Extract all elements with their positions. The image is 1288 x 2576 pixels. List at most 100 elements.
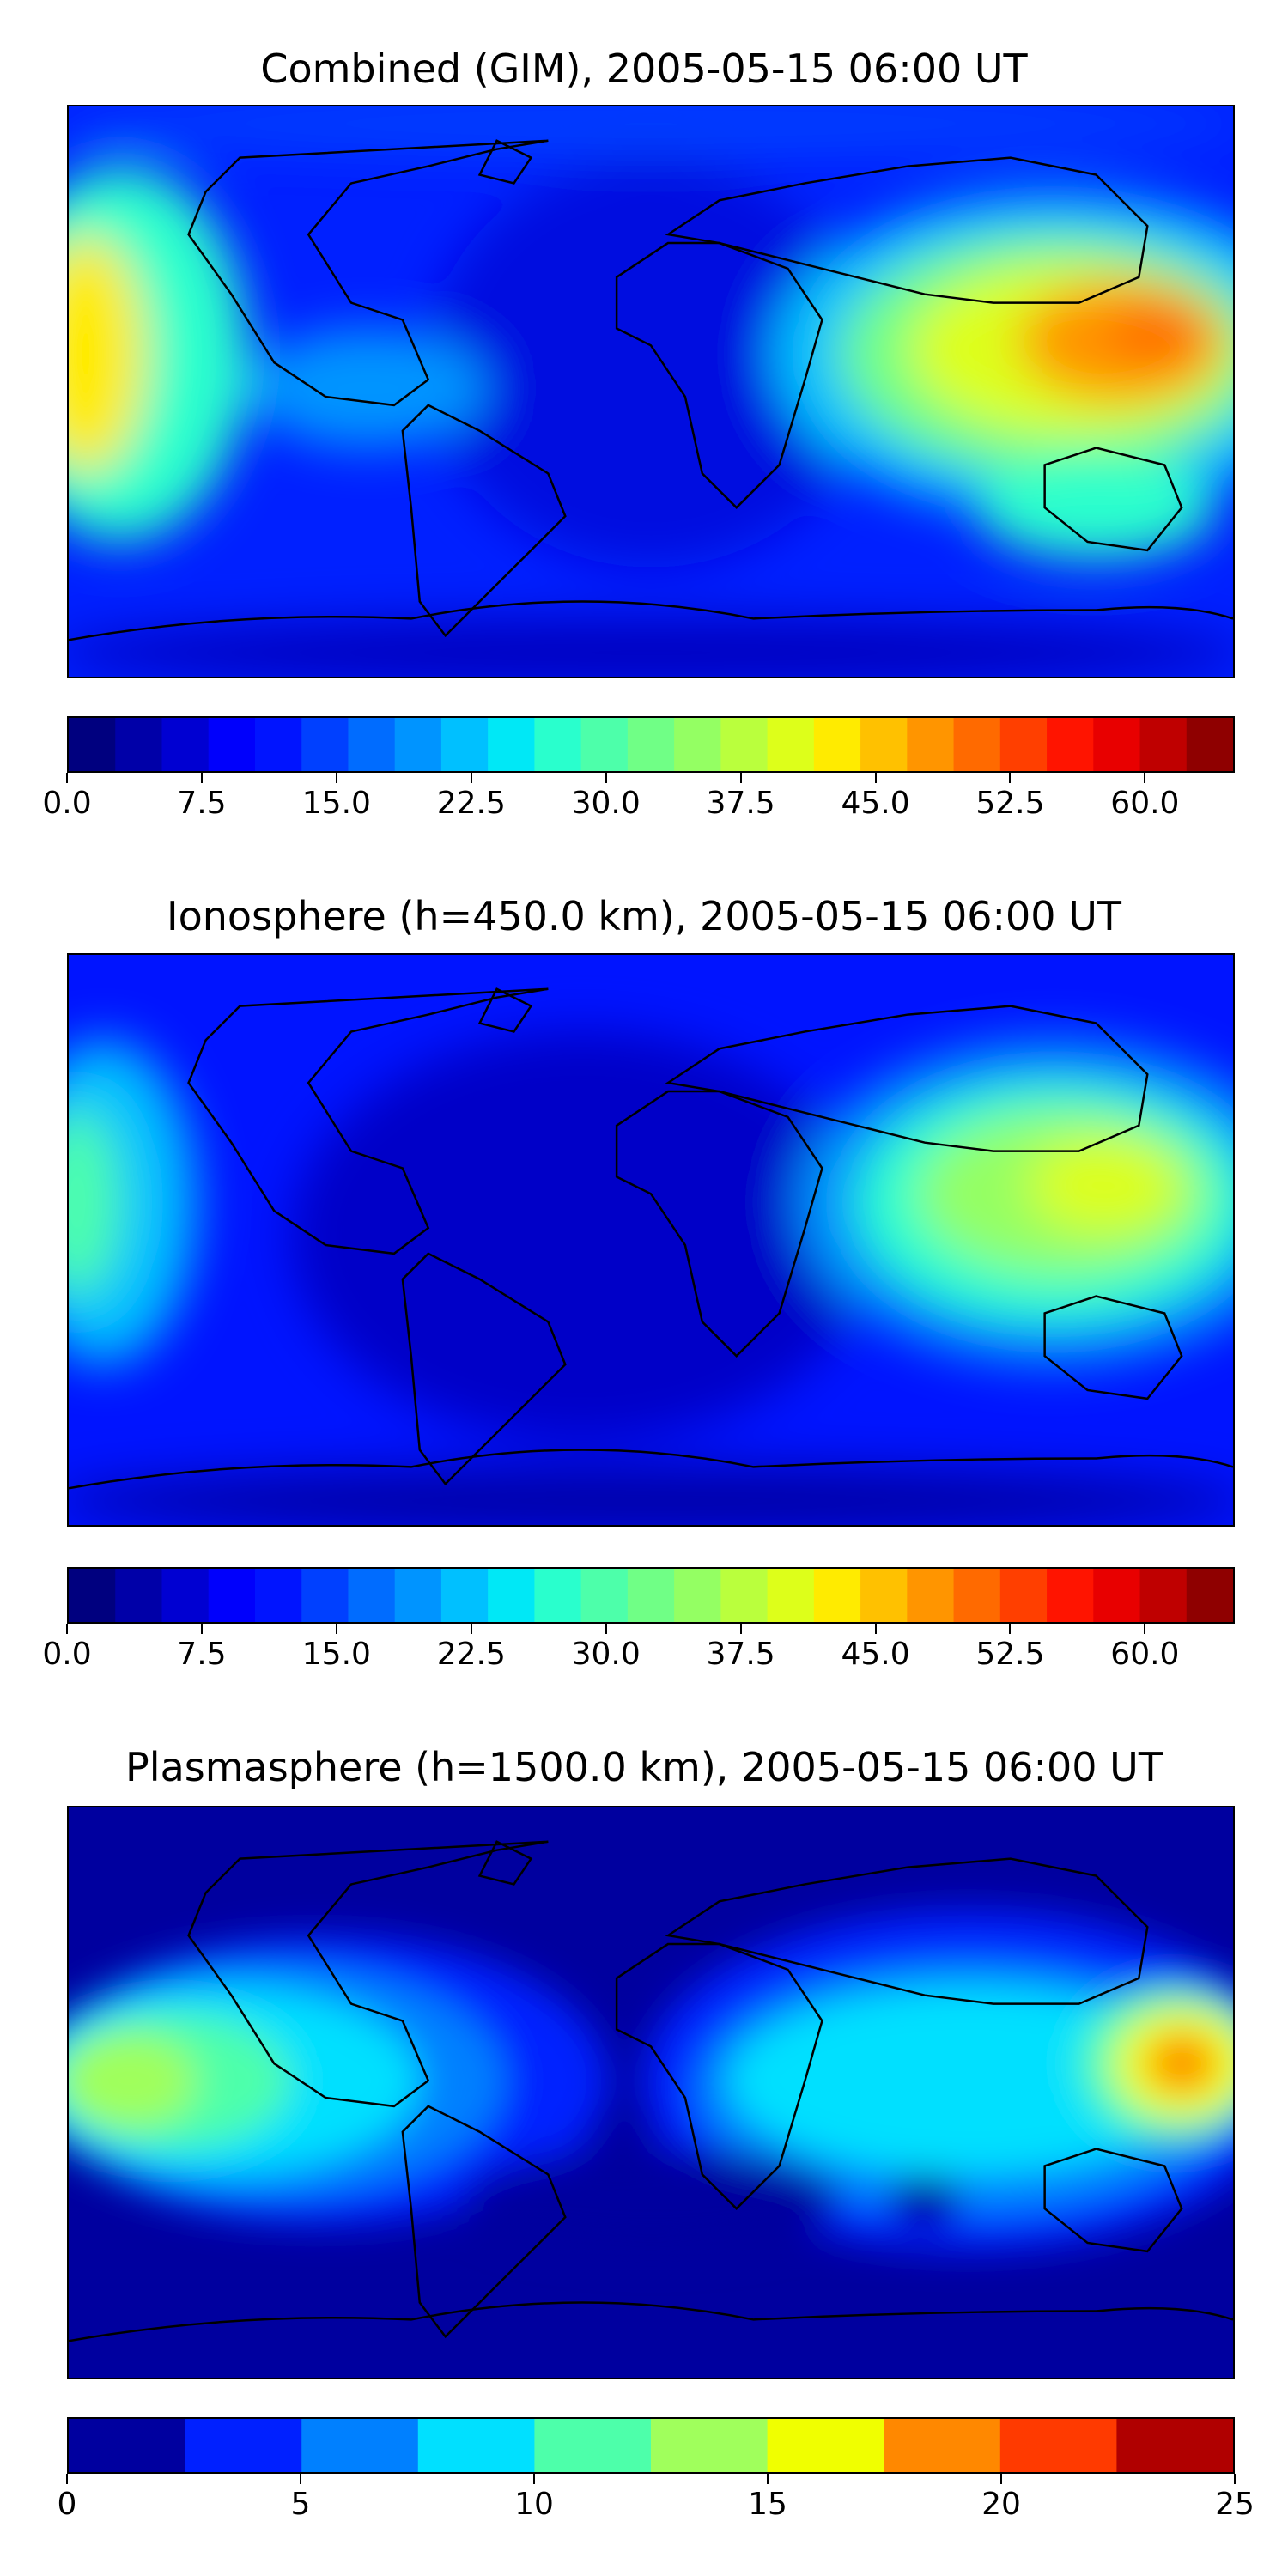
colorbar-swatch xyxy=(185,2419,302,2472)
coastlines xyxy=(69,1840,1233,2342)
colorbar-tick-label: 37.5 xyxy=(706,1637,775,1672)
colorbar xyxy=(67,2417,1235,2474)
colorbar-tick-label: 45.0 xyxy=(841,1637,910,1672)
colorbar-tick-label: 0 xyxy=(57,2487,77,2522)
colorbar-swatch xyxy=(999,2419,1117,2472)
colorbar-swatch xyxy=(627,1569,675,1622)
colorbar-swatch xyxy=(907,718,955,771)
colorbar-swatch xyxy=(651,2419,769,2472)
map-title: Ionosphere (h=450.0 km), 2005-05-15 06:0… xyxy=(167,893,1121,939)
colorbar-swatch xyxy=(720,1569,769,1622)
colorbar-tick-label: 37.5 xyxy=(706,786,775,821)
colorbar-swatch xyxy=(440,1569,489,1622)
colorbar-swatch xyxy=(301,1569,349,1622)
colorbar-swatch xyxy=(208,718,256,771)
colorbar-tick-mark xyxy=(66,1624,68,1634)
colorbar-tick-label: 15 xyxy=(748,2487,787,2522)
colorbar-swatch xyxy=(1093,1569,1141,1622)
colorbar-tick-label: 60.0 xyxy=(1110,1637,1180,1672)
colorbar-swatch xyxy=(1186,718,1233,771)
colorbar-swatch xyxy=(1139,1569,1188,1622)
colorbar-tick-label: 30.0 xyxy=(571,786,641,821)
colorbar-tick-mark xyxy=(874,773,877,783)
colorbar-tick-label: 22.5 xyxy=(436,786,506,821)
map-title: Plasmasphere (h=1500.0 km), 2005-05-15 0… xyxy=(125,1744,1163,1790)
colorbar-tick-label: 15.0 xyxy=(301,1637,371,1672)
colorbar-tick-label: 10 xyxy=(514,2487,554,2522)
colorbar-swatch xyxy=(115,1569,163,1622)
colorbar-swatches xyxy=(69,1569,1233,1622)
colorbar-swatch xyxy=(767,1569,815,1622)
colorbar-swatch xyxy=(161,718,210,771)
colorbar-swatch xyxy=(394,1569,442,1622)
colorbar-tick-label: 0.0 xyxy=(42,786,92,821)
colorbar-swatch xyxy=(1186,1569,1233,1622)
colorbar-swatch xyxy=(534,1569,582,1622)
colorbar-tick-mark xyxy=(470,773,472,783)
colorbar-swatch xyxy=(488,1569,535,1622)
colorbar-swatch xyxy=(813,1569,861,1622)
colorbar-swatch xyxy=(301,718,349,771)
colorbar-swatch xyxy=(348,718,396,771)
colorbar-ticks: 0.0 7.5 15.0 22.5 30.0 37.5 45.0 52.5 60.0 xyxy=(42,773,1235,824)
colorbar-tick-label: 5 xyxy=(290,2487,311,2522)
colorbar-swatch xyxy=(69,718,116,771)
colorbar-tick-label: 45.0 xyxy=(841,786,910,821)
colorbar-swatch xyxy=(767,2419,884,2472)
colorbar-tick-label: 7.5 xyxy=(177,1637,227,1672)
colorbar-swatch xyxy=(69,2419,186,2472)
colorbar-tick-mark xyxy=(767,2474,769,2484)
colorbar-tick-mark xyxy=(200,773,203,783)
colorbar-tick-label: 7.5 xyxy=(177,786,227,821)
tec-map xyxy=(69,955,1233,1525)
colorbar-tick-mark xyxy=(533,2474,535,2484)
colorbar-tick-mark xyxy=(1009,1624,1012,1634)
colorbar-swatch xyxy=(580,718,629,771)
colorbar-ticks: 0 5 10 15 20 25 xyxy=(58,2474,1255,2525)
colorbar-tick-mark xyxy=(739,1624,742,1634)
colorbar-tick-mark xyxy=(1234,2474,1236,2484)
colorbar-tick-mark xyxy=(1144,1624,1146,1634)
colorbar-swatch xyxy=(1093,718,1141,771)
colorbar-swatch xyxy=(394,718,442,771)
colorbar-tick-mark xyxy=(335,1624,337,1634)
colorbar-tick-mark xyxy=(1144,773,1146,783)
colorbar-swatch xyxy=(254,718,302,771)
colorbar-tick-mark xyxy=(470,1624,472,1634)
colorbar-swatch xyxy=(767,718,815,771)
coastlines xyxy=(69,987,1233,1490)
colorbar xyxy=(67,716,1235,773)
colorbar-swatches xyxy=(69,2419,1233,2472)
colorbar-swatch xyxy=(627,718,675,771)
colorbar-tick-mark xyxy=(1000,2474,1002,2484)
colorbar-tick-label: 20 xyxy=(981,2487,1021,2522)
colorbar-swatch xyxy=(161,1569,210,1622)
colorbar-swatch xyxy=(907,1569,955,1622)
colorbar-swatch xyxy=(720,718,769,771)
coastlines xyxy=(69,139,1233,641)
map-ionosphere xyxy=(67,953,1235,1527)
colorbar-tick-label: 15.0 xyxy=(301,786,371,821)
colorbar-swatch xyxy=(884,2419,1001,2472)
colorbar-tick-mark xyxy=(874,1624,877,1634)
colorbar-swatch xyxy=(348,1569,396,1622)
colorbar-swatch xyxy=(534,2419,652,2472)
colorbar-tick-mark xyxy=(300,2474,301,2484)
colorbar-tick-mark xyxy=(200,1624,203,1634)
tec-map xyxy=(69,1807,1233,2378)
colorbar-swatch xyxy=(115,718,163,771)
colorbar-swatch xyxy=(674,718,721,771)
colorbar-swatch xyxy=(254,1569,302,1622)
colorbar-swatch xyxy=(1047,1569,1094,1622)
colorbar-swatch xyxy=(860,718,908,771)
colorbar-swatch xyxy=(534,718,582,771)
colorbar-tick-mark xyxy=(1009,773,1012,783)
map-combined xyxy=(67,105,1235,678)
map-title: Combined (GIM), 2005-05-15 06:00 UT xyxy=(260,46,1028,92)
colorbar-swatch xyxy=(580,1569,629,1622)
tec-map xyxy=(69,106,1233,677)
colorbar-swatch xyxy=(999,1569,1048,1622)
colorbar-swatch xyxy=(208,1569,256,1622)
colorbar-swatch xyxy=(1047,718,1094,771)
colorbar-tick-label: 0.0 xyxy=(42,1637,92,1672)
